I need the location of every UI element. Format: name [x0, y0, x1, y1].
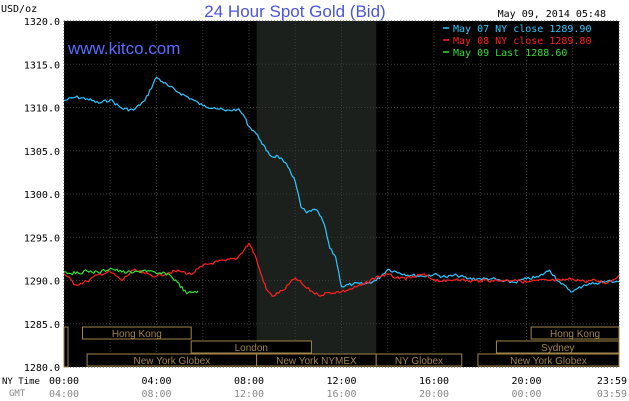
x-tick-label-gmt: 16:00: [326, 389, 356, 400]
x-tick-label-gmt: 08:00: [141, 389, 171, 400]
x-tick-label-ny: 23:59: [597, 376, 627, 387]
series-line-may-09: [63, 267, 199, 295]
y-tick-label: 1305.0: [24, 147, 60, 158]
timestamp: May 09, 2014 05:48: [498, 9, 606, 20]
y-tick-label: 1290.0: [24, 277, 60, 288]
gmt-row-label: GMT: [9, 389, 26, 399]
x-tick-label-ny: 08:00: [234, 376, 264, 387]
session-box-hong-kong-1: [82, 326, 192, 340]
market-sessions: Hong Kong London New York Globex New York N…: [63, 326, 620, 368]
y-tick-label: 1310.0: [24, 104, 60, 115]
legend-entry: May 09 Last 1288.60: [453, 48, 567, 59]
y-tick-label: 1280.0: [24, 363, 60, 374]
session-edge: [63, 326, 69, 368]
x-tick-label-ny: 16:00: [419, 376, 449, 387]
session-label-ny-nymex: New York NYMEX: [276, 356, 357, 367]
legend-entry: May 07 NY close 1289.90: [453, 24, 591, 35]
session-box-hong-kong-2: [530, 326, 620, 340]
session-label-ny-globex-2: NY Globex: [395, 356, 443, 367]
x-tick-label-ny: 20:00: [511, 376, 541, 387]
session-box-london: [190, 340, 312, 354]
y-tick-label: 1295.0: [24, 233, 60, 244]
y-axis-unit: USD/oz: [1, 4, 37, 15]
legend-entry: May 08 NY close 1289.80: [453, 36, 591, 47]
y-tick-label: 1320.0: [24, 17, 60, 28]
series-line-may-07: [63, 76, 620, 293]
y-tick-label: 1315.0: [24, 60, 60, 71]
watermark: www.kitco.com: [67, 39, 180, 58]
x-tick-label-ny: 12:00: [326, 376, 356, 387]
series-line-may-08: [63, 242, 620, 297]
grid: [63, 20, 620, 368]
session-box-sydney: [495, 340, 620, 354]
y-tick-label: 1285.0: [24, 320, 60, 331]
session-label-hong-kong-1: Hong Kong: [112, 329, 162, 340]
y-tick-label: 1300.0: [24, 190, 60, 201]
session-label-london: London: [235, 343, 268, 354]
x-tick-label-gmt: 00:00: [511, 389, 541, 400]
session-label-ny-globex-3: New York Globex: [510, 356, 587, 367]
session-label-sydney: Sydney: [541, 343, 574, 354]
x-tick-label-gmt: 04:00: [49, 389, 79, 400]
session-box-ny-globex-2: [375, 353, 463, 367]
session-label-ny-globex-1: New York Globex: [134, 356, 211, 367]
chart-title: 24 Hour Spot Gold (Bid): [204, 2, 385, 21]
x-tick-label-ny: 00:00: [49, 376, 79, 387]
session-label-hong-kong-2: Hong Kong: [550, 329, 600, 340]
x-tick-label-gmt: 12:00: [234, 389, 264, 400]
x-tick-label-gmt: 20:00: [419, 389, 449, 400]
x-tick-label-ny: 04:00: [141, 376, 171, 387]
session-box-ny-globex-3: [477, 353, 620, 367]
x-tick-label-gmt: 03:59: [597, 389, 627, 400]
ny-time-row-label: NY Time: [2, 377, 40, 387]
